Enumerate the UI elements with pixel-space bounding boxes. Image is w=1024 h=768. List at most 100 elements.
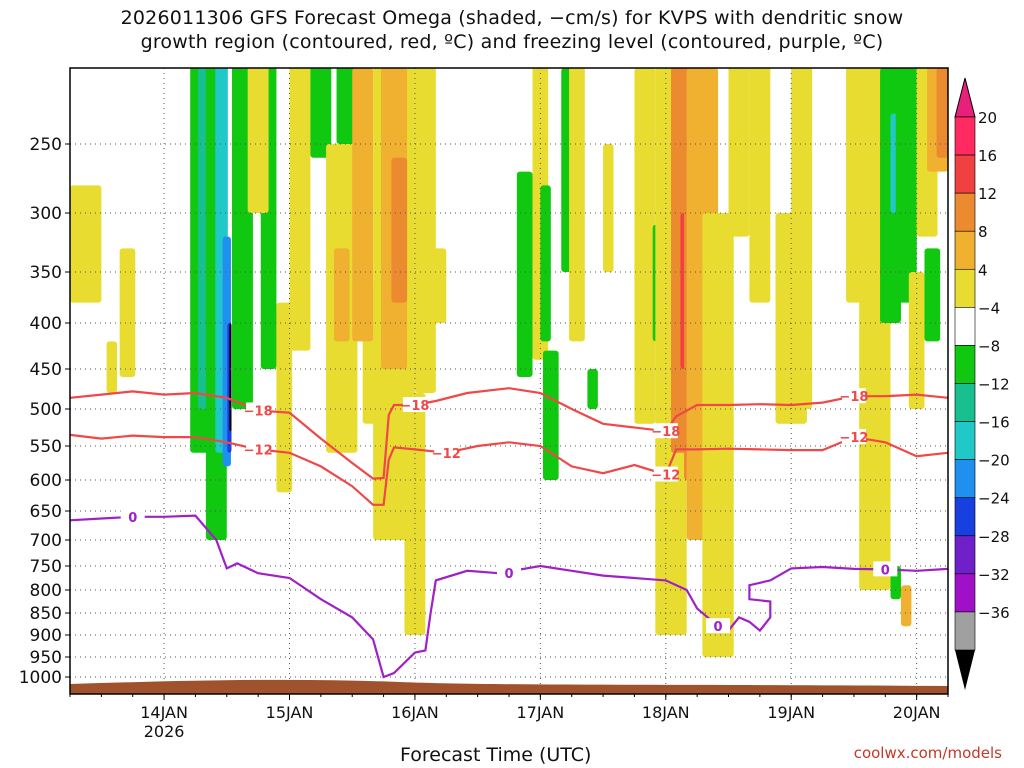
y-tick-label: 650 (30, 502, 62, 522)
omega-shade-cell (333, 248, 350, 342)
omega-shade-cell (900, 585, 912, 627)
omega-shade-cell (936, 68, 948, 158)
colorbar-label: 4 (978, 261, 988, 279)
colorbar-label: −8 (978, 337, 1000, 355)
colorbar-label: −12 (978, 376, 1010, 394)
colorbar-swatch (954, 230, 976, 270)
contour-label: −18 (651, 425, 680, 440)
contour-label: −18 (400, 399, 429, 414)
contour-label-bg (246, 441, 271, 457)
omega-shade-cell (425, 248, 447, 323)
omega-shade-cell (310, 68, 332, 158)
x-tick-label: 19JAN (767, 703, 815, 722)
contour-label: 0 (128, 511, 137, 526)
colorbar-swatch (954, 611, 976, 651)
contour-label-bg (120, 508, 145, 524)
colorbar-swatch (954, 535, 976, 575)
colorbar-label: 20 (978, 109, 997, 127)
y-tick-label: 400 (30, 314, 62, 334)
colorbar-label: −28 (978, 528, 1010, 546)
omega-shade-cell (749, 68, 771, 303)
colorbar-label: 8 (978, 223, 988, 241)
contour-line (70, 514, 948, 679)
omega-shade-cell (542, 350, 559, 480)
colorbar-swatch (954, 573, 976, 613)
omega-shade-cell (70, 185, 102, 303)
omega-shade-cell (846, 68, 862, 303)
colorbar-label: −20 (978, 452, 1010, 470)
omega-shade-cell (540, 185, 551, 342)
y-tick-label: 950 (30, 648, 62, 668)
y-tick-label: 450 (30, 360, 62, 380)
omega-shade-cell (634, 68, 656, 424)
y-tick-label: 850 (30, 604, 62, 624)
colorbar-swatch (954, 154, 976, 194)
contour-label: 0 (714, 620, 723, 635)
x-tick-label: 16JAN (391, 703, 439, 722)
colorbar-top-arrow (954, 77, 976, 118)
colorbar-swatch (954, 268, 976, 308)
contour-label: −12 (432, 447, 461, 462)
omega-shade-cell (276, 302, 293, 493)
colorbar-legend: 20 16 12 8 4 −4 −8 −12 −16 −20 −24 −28 −32 −36 (954, 77, 1010, 690)
contour-label: 0 (504, 567, 513, 582)
omega-shade-cell (229, 323, 232, 432)
colorbar-label: 12 (978, 185, 997, 203)
contour-label-bg (246, 402, 271, 418)
colorbar-label: 16 (978, 147, 997, 165)
y-tick-label: 800 (30, 581, 62, 601)
omega-shade-cell (414, 68, 436, 393)
y-tick-label: 600 (30, 471, 62, 491)
colorbar-swatch (954, 421, 976, 460)
chart-title: 2026011306 GFS Forecast Omega (shaded, −… (0, 6, 1024, 54)
colorbar-label: −24 (978, 490, 1010, 508)
y-tick-label: 750 (30, 557, 62, 577)
omega-shade-cell (391, 157, 408, 303)
omega-shade-cell (908, 272, 925, 409)
contour-line (70, 433, 948, 506)
colorbar-bottom-arrow (955, 650, 975, 690)
colorbar-label: −36 (978, 604, 1010, 622)
contour-label-bg (841, 388, 866, 404)
omega-shade-cell (232, 68, 253, 409)
colorbar-label: −32 (978, 566, 1010, 584)
x-tick-label: 20JAN (893, 703, 941, 722)
omega-shade-cell (924, 248, 941, 342)
omega-shade-cell (728, 68, 750, 237)
contour-label: −18 (839, 390, 868, 405)
omega-shade-cell (791, 68, 813, 409)
contour-label-bg (434, 444, 459, 460)
omega-shade-cell (336, 68, 358, 144)
y-tick-label: 700 (30, 531, 62, 551)
omega-shade-cell (352, 68, 374, 342)
contour-label: −12 (244, 443, 273, 458)
y-tick-label: 1000 (19, 668, 62, 688)
colorbar-swatch (954, 116, 976, 156)
colorbar-swatch (954, 192, 976, 232)
terrain-ground (70, 679, 948, 694)
x-tick-sublabel: 2026 (144, 722, 185, 741)
contour-label-bg (653, 423, 678, 439)
omega-shade-cell (247, 68, 269, 213)
x-axis-title: Forecast Time (UTC) (400, 744, 592, 766)
omega-shade-cell (569, 68, 585, 342)
y-tick-label: 500 (30, 400, 62, 420)
contour-label-bg (497, 565, 521, 581)
x-tick-label: 15JAN (266, 703, 314, 722)
colorbar-swatch (954, 497, 976, 537)
contour-label-bg (402, 397, 427, 412)
colorbar-label: −4 (978, 299, 1000, 317)
contour-label-bg (706, 618, 731, 634)
contour-line (70, 387, 948, 480)
credit-link[interactable]: coolwx.com/models (853, 744, 1002, 762)
colorbar-label: −16 (978, 414, 1010, 432)
terrain-fill (70, 679, 948, 694)
omega-shade-cell (587, 369, 598, 409)
colorbar-swatch (954, 459, 976, 499)
colorbar-swatch (954, 307, 976, 346)
contour-label: −12 (839, 431, 868, 446)
contour-label-bg (653, 466, 678, 482)
y-tick-label: 250 (30, 135, 62, 155)
